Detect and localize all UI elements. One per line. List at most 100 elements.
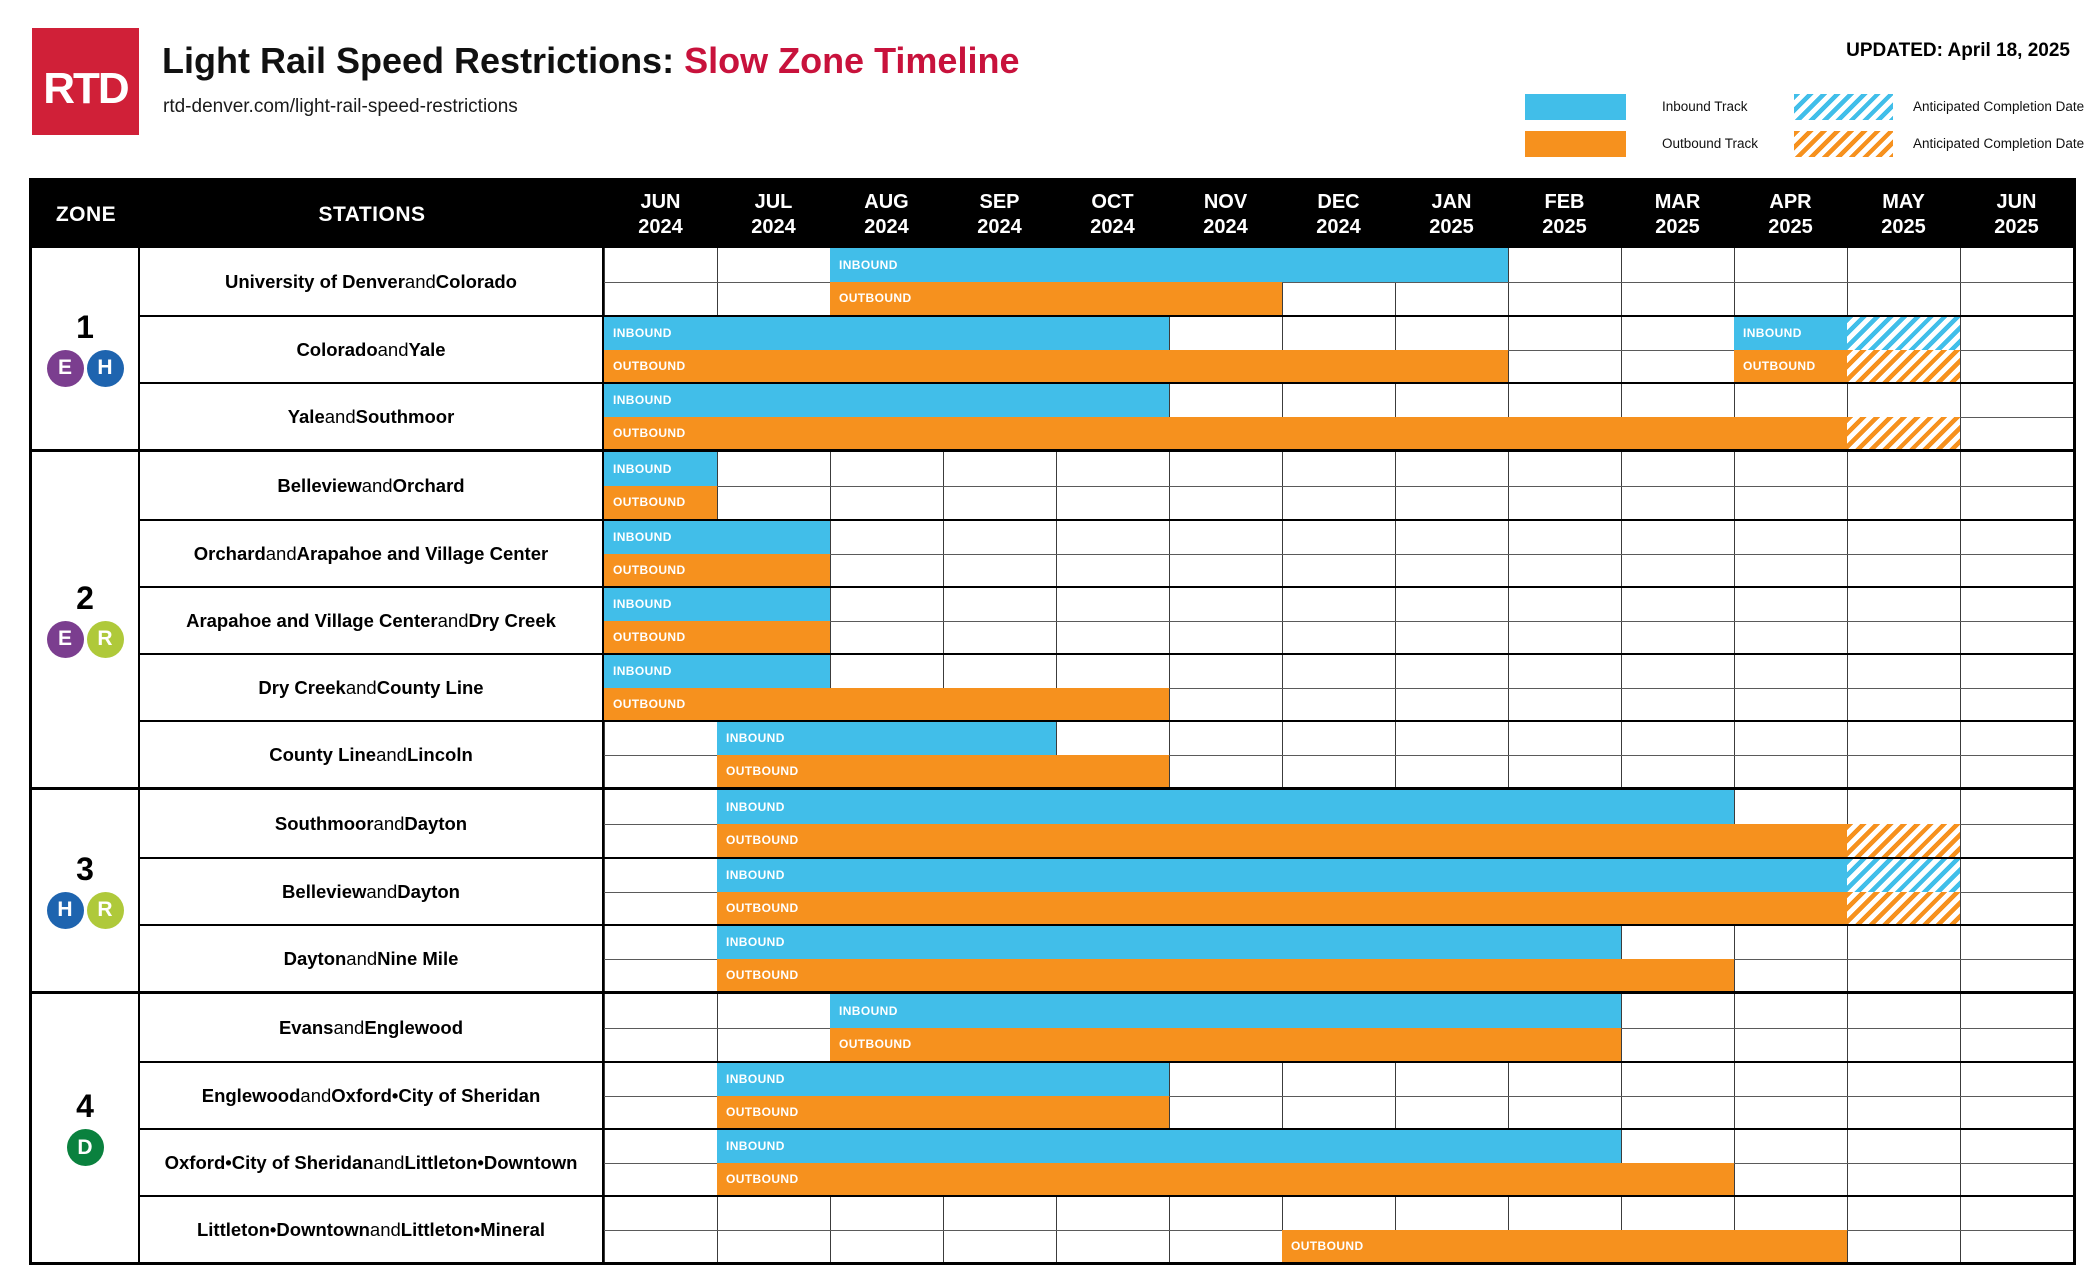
line-badge-e: E <box>46 349 84 387</box>
line-badge-e: E <box>46 620 84 658</box>
zone-number: 2 <box>76 579 94 616</box>
legend-anticipated-inbound-swatch <box>1794 94 1893 120</box>
month-year: 2025 <box>1881 215 1926 238</box>
month-name: SEP <box>979 190 1020 213</box>
station-row: Southmoor and Dayton INBOUND OUTBOUND <box>140 790 2073 857</box>
inbound-bar: INBOUND <box>604 452 717 486</box>
station-name-part: Colorado <box>296 338 378 360</box>
rtd-logo-text: RTD <box>43 63 129 113</box>
month-header-nov-2024: NOV 2024 <box>1169 181 1282 248</box>
outbound-bar: OUTBOUND <box>717 754 1169 787</box>
outbound-bar-label: OUTBOUND <box>613 425 686 440</box>
station-name-part: Englewood <box>364 1016 464 1038</box>
station-timeline-grid: INBOUND OUTBOUND <box>604 859 2073 924</box>
outbound-bar: OUTBOUND <box>604 620 830 653</box>
zone-column-header: ZONE <box>55 202 117 226</box>
inbound-bar-label: INBOUND <box>726 935 785 950</box>
station-name-part: County Line <box>376 676 484 698</box>
station-name-connector: and <box>346 947 378 969</box>
inbound-bar: INBOUND <box>604 588 830 621</box>
stations-column-header: STATIONS <box>318 202 426 226</box>
month-header-jun-2024: JUN 2024 <box>604 181 717 248</box>
outbound-bar: OUTBOUND <box>604 687 1169 720</box>
page-title: Light Rail Speed Restrictions: Slow Zone… <box>162 40 1019 82</box>
outbound-bar-label: OUTBOUND <box>726 763 799 778</box>
month-header-jan-2025: JAN 2025 <box>1395 181 1508 248</box>
station-name-part: Littleton•Downtown <box>196 1218 370 1240</box>
station-name-connector: and <box>373 1151 405 1173</box>
month-header-feb-2025: FEB 2025 <box>1508 181 1621 248</box>
completion-hatch-outbound <box>1847 416 1960 449</box>
month-name: APR <box>1769 190 1812 213</box>
station-name: Littleton•Downtown and Littleton•Mineral <box>140 1197 604 1262</box>
month-header-may-2025: MAY 2025 <box>1847 181 1960 248</box>
station-name-connector: and <box>377 338 409 360</box>
outbound-bar-label: OUTBOUND <box>613 495 686 510</box>
month-header-mar-2025: MAR 2025 <box>1621 181 1734 248</box>
outbound-bar: OUTBOUND <box>717 958 1734 991</box>
month-year: 2025 <box>1994 215 2039 238</box>
station-row: Yale and Southmoor INBOUND OUTBOUND <box>140 382 2073 449</box>
station-row: Englewood and Oxford•City of Sheridan INB… <box>140 1061 2073 1128</box>
station-row: Arapahoe and Village Center and Dry Cree… <box>140 586 2073 653</box>
outbound-bar-label: OUTBOUND <box>726 900 799 915</box>
outbound-bar: OUTBOUND <box>1282 1229 1847 1262</box>
month-name: AUG <box>864 190 909 213</box>
outbound-bar-label: OUTBOUND <box>726 1171 799 1186</box>
station-name-connector: and <box>345 676 377 698</box>
station-name-connector: and <box>369 1218 401 1240</box>
inbound-bar: INBOUND <box>830 248 1508 282</box>
station-name: Dayton and Nine Mile <box>140 926 604 991</box>
inbound-bar-label: INBOUND <box>839 1003 898 1018</box>
inbound-bar-label: INBOUND <box>613 326 672 341</box>
month-name: JAN <box>1431 190 1472 213</box>
outbound-bar-label: OUTBOUND <box>1743 358 1816 373</box>
station-name: Evans and Englewood <box>140 994 604 1061</box>
outbound-bar-label: OUTBOUND <box>726 967 799 982</box>
station-row: Littleton•Downtown and Littleton•Mineral… <box>140 1195 2073 1262</box>
inbound-bar-label: INBOUND <box>613 664 672 679</box>
inbound-bar: INBOUND <box>717 1063 1169 1096</box>
inbound-bar-label: INBOUND <box>726 1139 785 1154</box>
station-name: Southmoor and Dayton <box>140 790 604 857</box>
station-name-part: Southmoor <box>355 405 455 427</box>
month-year: 2024 <box>977 215 1022 238</box>
month-name: MAY <box>1882 190 1925 213</box>
inbound-bar-label: INBOUND <box>839 257 898 272</box>
timeline-table-header: ZONE STATIONS JUN 2024 JUL 2024 AUG 2024 SEP 20… <box>32 181 2073 248</box>
station-timeline-grid: INBOUND OUTBOUND <box>604 722 2073 787</box>
zone-rows: Belleview and Orchard INBOUND OUTBOUND Orch… <box>140 452 2073 787</box>
legend-inbound-swatch <box>1525 94 1626 120</box>
month-year: 2025 <box>1542 215 1587 238</box>
month-header-sep-2024: SEP 2024 <box>943 181 1056 248</box>
month-header-jun-2025: JUN 2025 <box>1960 181 2073 248</box>
month-name: MAR <box>1654 190 1701 213</box>
station-row: University of Denver and Colorado INBOUND… <box>140 248 2073 315</box>
outbound-bar-label: OUTBOUND <box>613 629 686 644</box>
inbound-bar-label: INBOUND <box>613 597 672 612</box>
zone-group-3: 3 H R Southmoor and Dayton INBOUND OUTBOUND Be… <box>32 787 2073 991</box>
station-name: University of Denver and Colorado <box>140 248 604 315</box>
inbound-bar: INBOUND <box>717 1130 1621 1163</box>
station-name-part: Arapahoe and Village Center <box>296 542 549 564</box>
station-row: Oxford•City of Sheridan and Littleton•Do… <box>140 1128 2073 1195</box>
station-name-part: Belleview <box>282 880 367 902</box>
zone-group-2: 2 E R Belleview and Orchard INBOUND OUTBOUND O… <box>32 449 2073 787</box>
station-name-part: Belleview <box>277 474 362 496</box>
inbound-bar-label: INBOUND <box>726 799 785 814</box>
station-name-connector: and <box>324 405 356 427</box>
inbound-bar: INBOUND <box>604 655 830 688</box>
station-name-connector: and <box>361 474 393 496</box>
legend-anticipated-inbound-label: Anticipated Completion Date <box>1913 99 2085 114</box>
month-name: JUL <box>754 190 793 213</box>
page-title-main: Light Rail Speed Restrictions: <box>162 40 685 81</box>
station-name-connector: and <box>437 609 469 631</box>
station-name-part: Dry Creek <box>258 676 346 698</box>
month-name: JUN <box>1996 190 2037 213</box>
station-name-part: Oxford•City of Sheridan <box>164 1151 374 1173</box>
